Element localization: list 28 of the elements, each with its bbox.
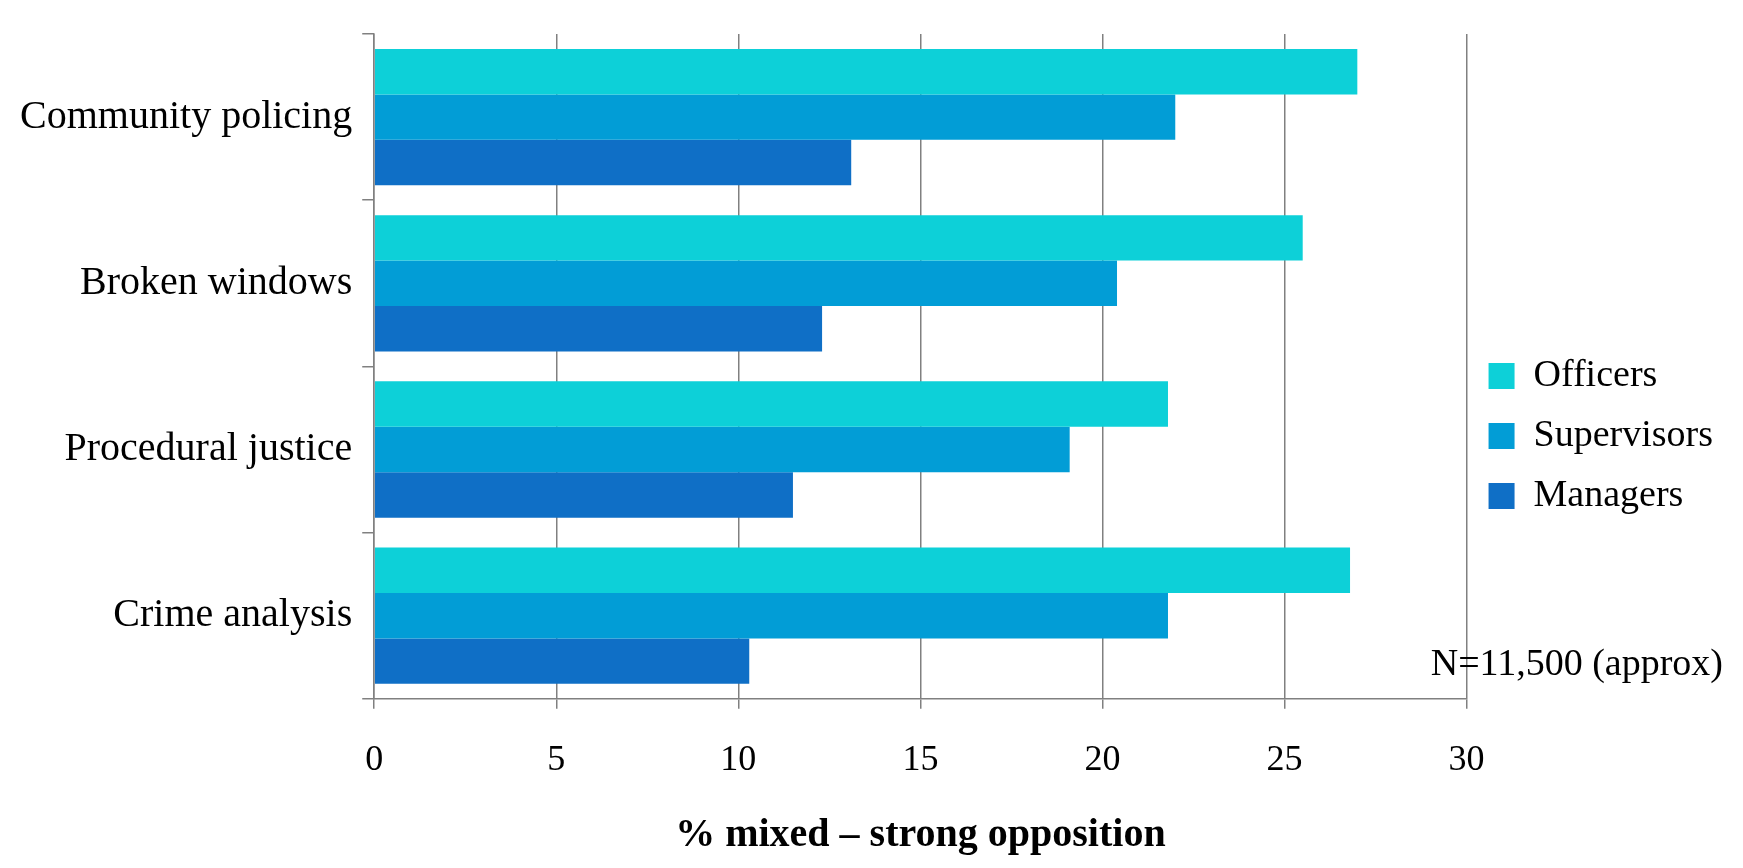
bar: [374, 426, 1070, 473]
x-tick-label: 25: [1266, 737, 1303, 778]
y-tick-label: Crime analysis: [113, 590, 353, 636]
bar: [374, 472, 793, 518]
bar: [374, 306, 823, 352]
y-tick-label: Procedural justice: [64, 424, 353, 469]
bar: [374, 638, 750, 684]
x-axis-title: % mixed – strong opposition: [675, 810, 1166, 856]
bar: [374, 139, 852, 186]
bar: [374, 215, 1303, 261]
bar: [374, 547, 1351, 593]
legend-label: Officers: [1533, 351, 1658, 394]
legend-label: Supervisors: [1533, 411, 1714, 454]
x-tick-label: 10: [720, 737, 757, 778]
x-tick-label: 0: [365, 737, 384, 778]
bar: [374, 48, 1358, 95]
y-tick-label: Community policing: [19, 91, 353, 137]
bar: [374, 94, 1176, 140]
bar: [374, 592, 1168, 639]
x-tick-label: 5: [547, 737, 566, 778]
y-tick-label: Broken windows: [80, 257, 353, 303]
annotation: N=11,500 (approx): [1430, 640, 1723, 684]
x-tick-label: 30: [1448, 737, 1485, 778]
bar: [374, 381, 1168, 427]
x-tick-label: 20: [1084, 737, 1121, 778]
x-tick-label: 15: [902, 737, 939, 778]
legend-label: Managers: [1533, 471, 1684, 514]
bar: [374, 260, 1118, 307]
